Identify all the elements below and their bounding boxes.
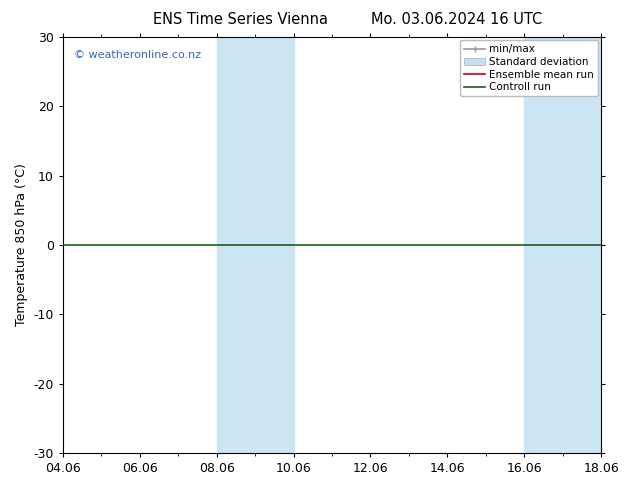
Y-axis label: Temperature 850 hPa (°C): Temperature 850 hPa (°C) — [15, 164, 28, 326]
Bar — [217, 37, 294, 453]
Text: Mo. 03.06.2024 16 UTC: Mo. 03.06.2024 16 UTC — [371, 12, 542, 27]
Bar — [524, 37, 601, 453]
Text: © weatheronline.co.nz: © weatheronline.co.nz — [74, 49, 201, 60]
Legend: min/max, Standard deviation, Ensemble mean run, Controll run: min/max, Standard deviation, Ensemble me… — [460, 40, 598, 97]
Text: ENS Time Series Vienna: ENS Time Series Vienna — [153, 12, 328, 27]
